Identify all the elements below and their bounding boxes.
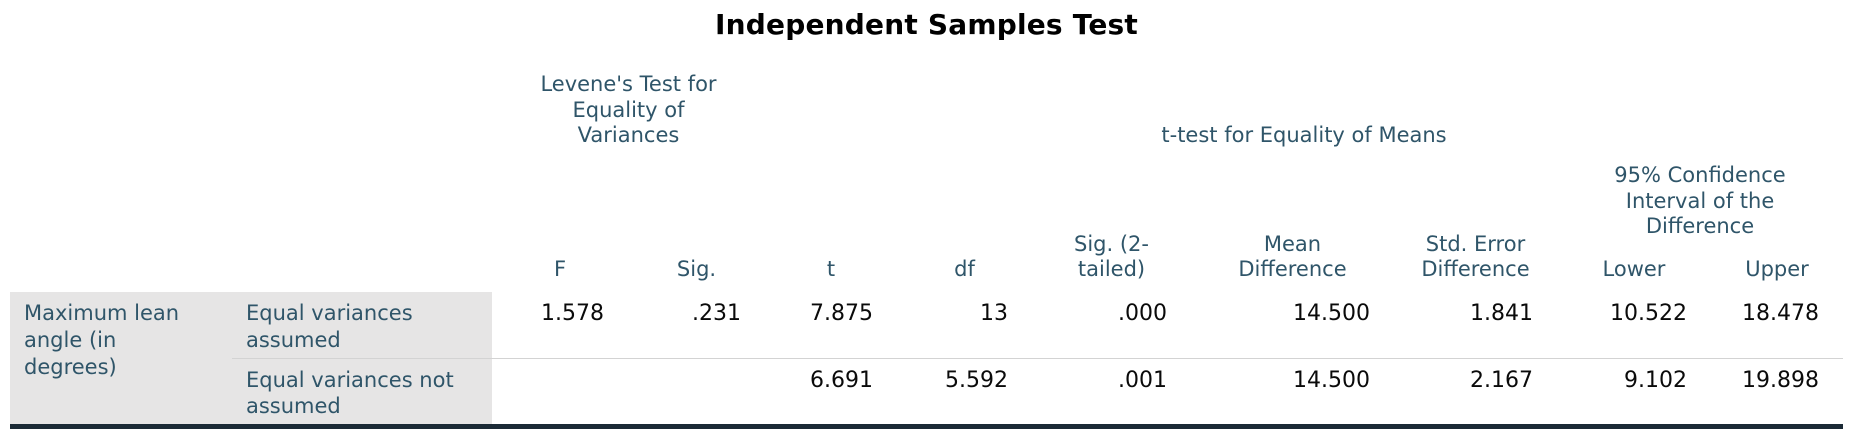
cell-lower: 10.522 <box>1557 292 1711 359</box>
cell-std-error-difference: 2.167 <box>1394 358 1557 429</box>
header-ttest: t-test for Equality of Means <box>1161 123 1447 148</box>
cell-sig <box>628 358 765 429</box>
table-row-equal-variances-assumed: Maximum lean angle (in degrees) Equal va… <box>10 292 1844 429</box>
cell-mean-difference: 14.500 <box>1191 358 1394 429</box>
cell-lower: 9.102 <box>1557 358 1711 429</box>
row-group-label: Maximum lean angle (in degrees) <box>10 292 232 429</box>
pivot-table: Levene's Test for Equality of Variances … <box>10 62 1844 429</box>
row-label-equal-variances-not-assumed: Equal variances not assumed <box>232 358 492 429</box>
cell-sig-2-tailed: .000 <box>1032 292 1191 359</box>
column-header-sig: Sig. <box>676 257 717 282</box>
cell-t: 6.691 <box>765 358 897 429</box>
column-header-std-error-difference: Std. Error Difference <box>1421 231 1530 282</box>
column-header-df: df <box>954 257 975 282</box>
row-label-equal-variances-assumed: Equal variances assumed <box>232 292 492 359</box>
cell-mean-difference: 14.500 <box>1191 292 1394 359</box>
table-row-equal-variances-not-assumed: Equal variances not assumed 6.691 5.592 … <box>10 358 1844 429</box>
column-header-lower: Lower <box>1602 257 1666 282</box>
page-title: Independent Samples Test <box>715 8 1138 41</box>
column-header-mean-difference: Mean Difference <box>1238 231 1347 282</box>
cell-df: 5.592 <box>897 358 1032 429</box>
header-confidence-interval: 95% Confidence Interval of the Differenc… <box>1614 163 1786 239</box>
cell-df: 13 <box>897 292 1032 359</box>
cell-upper: 19.898 <box>1711 358 1844 429</box>
independent-samples-test-table[interactable]: Levene's Test for Equality of Variances … <box>10 62 1844 429</box>
column-header-t: t <box>826 257 836 282</box>
column-header-f: F <box>553 257 567 282</box>
cell-t: 7.875 <box>765 292 897 359</box>
cell-f <box>492 358 628 429</box>
cell-sig: .231 <box>628 292 765 359</box>
column-header-upper: Upper <box>1745 257 1809 282</box>
cell-upper: 18.478 <box>1711 292 1844 359</box>
header-spacer <box>10 62 492 157</box>
cell-sig-2-tailed: .001 <box>1032 358 1191 429</box>
column-header-sig-2-tailed: Sig. (2- tailed) <box>1074 231 1149 282</box>
header-levene-test: Levene's Test for Equality of Variances <box>540 72 717 148</box>
cell-f: 1.578 <box>492 292 628 359</box>
cell-std-error-difference: 1.841 <box>1394 292 1557 359</box>
header-spacer-2 <box>10 157 492 292</box>
